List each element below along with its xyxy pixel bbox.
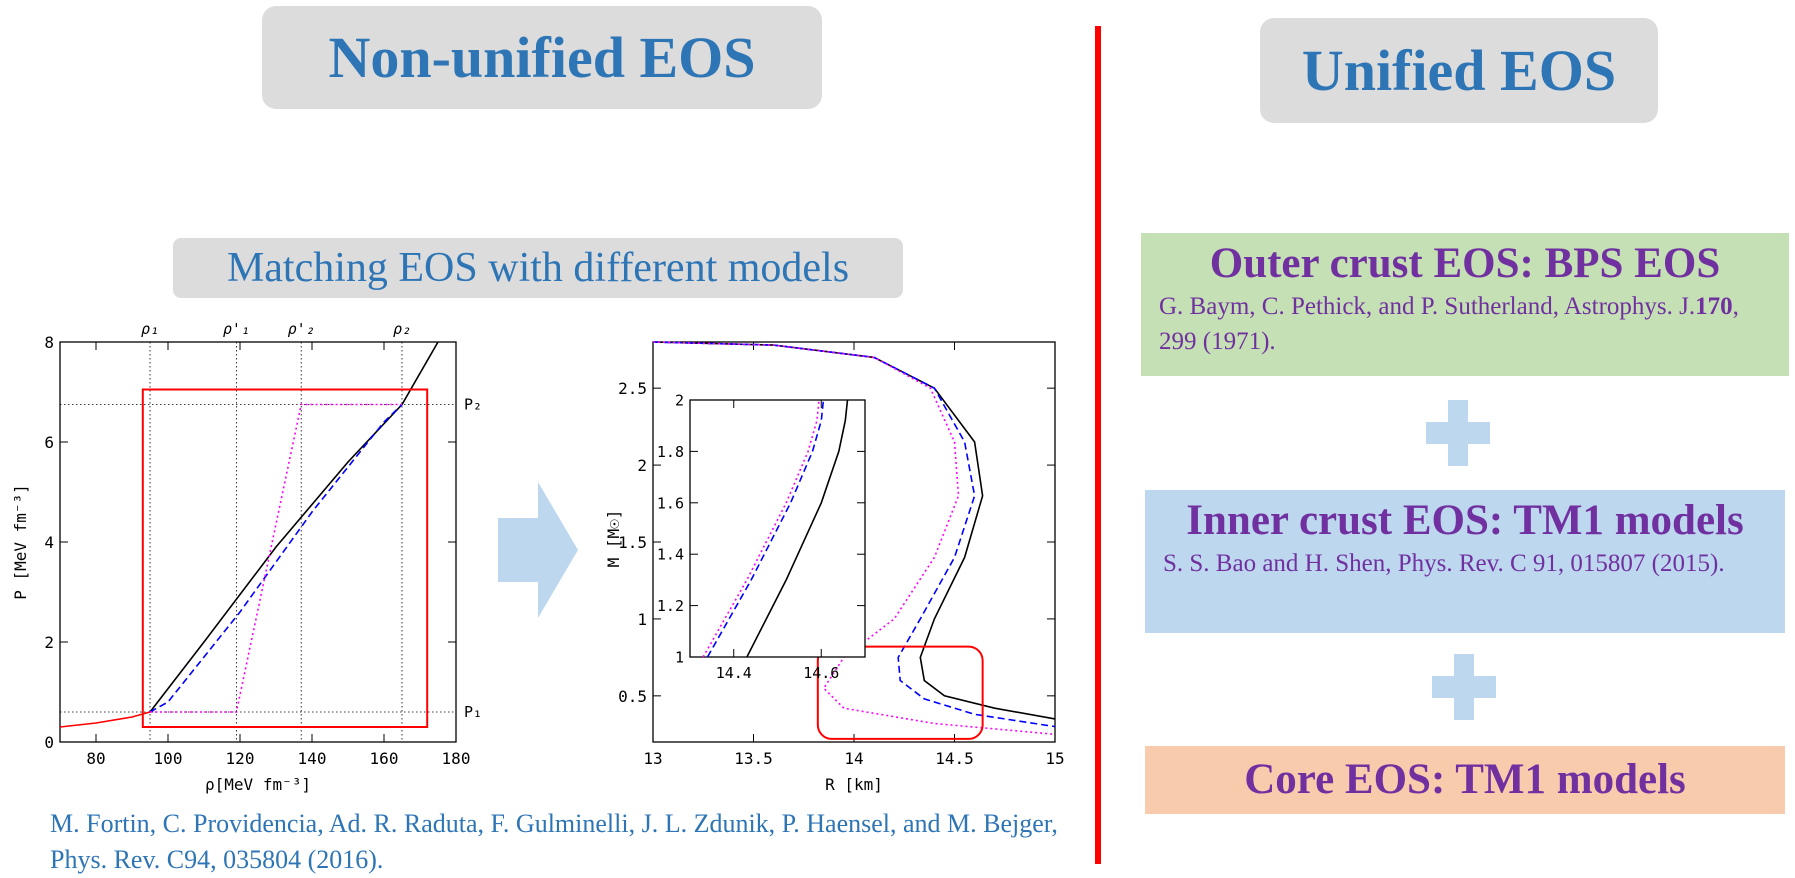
outer-crust-heading: Outer crust EOS: BPS EOS — [1209, 240, 1721, 287]
chart2-series-2 — [652, 341, 1056, 736]
chart1-right-label: P₂ — [464, 396, 482, 414]
chart2-xtick-label: 14.5 — [935, 749, 974, 768]
plus-icon — [1426, 400, 1490, 466]
outer-ref-text: G. Baym, C. Pethick, and P. Sutherland, … — [1159, 293, 1696, 320]
inset-ytick-label: 1.2 — [657, 597, 684, 615]
chart1-ylabel: P [MeV fm⁻³] — [11, 484, 30, 600]
inset-series-2 — [702, 399, 820, 658]
inset-xtick-label: 14.6 — [803, 664, 839, 682]
chart1-series-2 — [149, 403, 403, 713]
inner-crust-box: Inner crust EOS: TM1 models S. S. Bao an… — [1145, 490, 1785, 633]
chart1-xtick-label: 100 — [154, 749, 183, 768]
chart1-highlight-box — [141, 388, 429, 728]
outer-crust-box: Outer crust EOS: BPS EOS G. Baym, C. Pet… — [1141, 233, 1789, 376]
red-divider — [1095, 26, 1101, 864]
core-heading: Core EOS: TM1 models — [1244, 756, 1686, 803]
mass-radius-chart: 13 13.5 14 14.5 15 0.5 1 1.5 2 2.5 R [km] 14.4 14.6 1… — [604, 341, 1065, 794]
chart1-frame — [59, 341, 457, 743]
outer-crust-reference: G. Baym, C. Pethick, and P. Sutherland, … — [1159, 289, 1771, 359]
plus-icon — [1432, 654, 1496, 720]
chart2-ytick-label: 1.5 — [618, 533, 647, 552]
chart1-top-label: ρ'₂ — [288, 320, 315, 338]
inset-ytick-label: 1.4 — [657, 546, 684, 564]
chart1-top-label: ρ₁ — [141, 320, 159, 338]
chart1-xtick-label: 160 — [370, 749, 399, 768]
chart2-xtick-label: 13.5 — [734, 749, 773, 768]
inset-ytick-label: 1 — [675, 649, 684, 667]
inset-series-1 — [706, 399, 825, 658]
chart1-series-0 — [59, 711, 151, 728]
chart1-xlabel: ρ[MeV fm⁻³] — [205, 775, 311, 794]
left-reference-text: M. Fortin, C. Providencia, Ad. R. Raduta… — [50, 809, 1058, 874]
chart1-ytick-label: 8 — [44, 333, 54, 352]
chart2-xlabel: R [km] — [825, 775, 883, 794]
inset-ytick-label: 1.8 — [657, 443, 684, 461]
chart1-top-label: ρ₂ — [393, 320, 411, 338]
chart1-series-3 — [150, 403, 402, 713]
right-arrow-icon — [498, 482, 578, 618]
chart2-ytick-label: 1 — [637, 610, 647, 629]
inner-crust-heading: Inner crust EOS: TM1 models — [1186, 497, 1744, 544]
chart1-top-label: ρ'₁ — [223, 320, 250, 338]
chart2-highlight-box — [816, 645, 984, 740]
left-subtitle-text: Matching EOS with different models — [226, 245, 850, 291]
chart1-ytick-label: 6 — [44, 433, 54, 452]
outer-ref-volume: 170 — [1695, 293, 1733, 320]
pressure-density-chart: 80 100 120 140 160 180 0 2 4 6 8 ρ₁ ρ'₁ ρ'₂ ρ₂ P₂ P₁ ρ[Me… — [11, 320, 482, 794]
chart1-series-1 — [149, 341, 439, 713]
chart2-xtick-label: 13 — [643, 749, 662, 768]
left-title-text: Non-unified EOS — [328, 25, 756, 90]
inner-crust-reference: S. S. Bao and H. Shen, Phys. Rev. C 91, … — [1163, 550, 1725, 577]
inset-ytick-label: 1.6 — [657, 494, 684, 512]
chart1-ytick-label: 4 — [44, 533, 54, 552]
core-box: Core EOS: TM1 models — [1145, 746, 1785, 814]
left-reference: M. Fortin, C. Providencia, Ad. R. Raduta… — [50, 806, 1060, 878]
right-title: Unified EOS — [1260, 18, 1658, 123]
inset-ytick-label: 2 — [675, 392, 684, 410]
chart1-xtick-label: 140 — [298, 749, 327, 768]
chart2-ytick-label: 0.5 — [618, 687, 647, 706]
right-title-text: Unified EOS — [1301, 38, 1617, 103]
outer-ref-tail: , 299 (1971). — [1159, 293, 1739, 355]
chart1-ytick-label: 0 — [44, 733, 54, 752]
chart1-xtick-label: 80 — [86, 749, 105, 768]
left-subtitle: Matching EOS with different models — [173, 238, 903, 298]
left-title: Non-unified EOS — [262, 6, 822, 109]
chart2-ytick-label: 2 — [637, 456, 647, 475]
inset-series-0 — [746, 399, 849, 658]
chart2-ylabel: M [M☉] — [604, 510, 623, 568]
chart2-ytick-label: 2.5 — [618, 379, 647, 398]
chart2-xtick-label: 14 — [844, 749, 863, 768]
chart1-xtick-label: 180 — [442, 749, 471, 768]
chart1-ytick-label: 2 — [44, 633, 54, 652]
chart2-xtick-label: 15 — [1045, 749, 1064, 768]
inset-xtick-label: 14.4 — [716, 664, 752, 682]
chart1-right-label: P₁ — [464, 703, 482, 721]
chart1-xtick-label: 120 — [226, 749, 255, 768]
